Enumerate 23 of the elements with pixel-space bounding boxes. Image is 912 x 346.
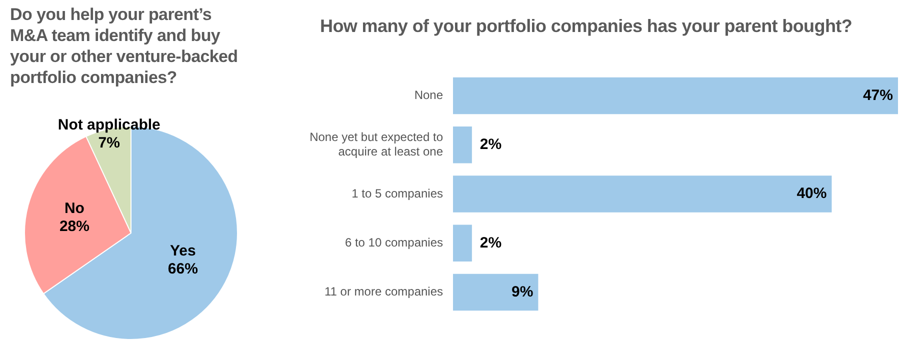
- data-label: 28%: [59, 218, 90, 235]
- bar: [453, 274, 538, 311]
- data-label: 47%: [862, 86, 893, 104]
- slice-label: Not applicable: [58, 116, 160, 134]
- y-tick-label: 11 or more companies: [324, 284, 443, 299]
- slice-label: Yes: [170, 242, 196, 260]
- bar: [453, 224, 472, 262]
- data-label: 7%: [98, 134, 120, 152]
- y-tick-label: 6 to 10 companies: [344, 235, 443, 250]
- bar: [453, 77, 898, 114]
- data-label: 40%: [796, 185, 827, 202]
- y-tick-label: 1 to 5 companies: [352, 186, 443, 200]
- chart-title: Do you help your parent’s M&A team identify and buy your or other venture-backed portfolio companies?: [10, 4, 239, 89]
- bar: [453, 176, 832, 212]
- data-label: 66%: [168, 260, 198, 278]
- data-label: 2%: [480, 136, 502, 154]
- y-tick-label: None: [414, 88, 444, 102]
- bar: [453, 126, 472, 164]
- chart-title: How many of your portfolio companies has your parent bought?: [320, 15, 854, 38]
- data-label: 2%: [480, 234, 502, 252]
- y-tick-label: None yet but expected to acquire at least one: [310, 130, 444, 158]
- slice-label: No: [64, 200, 84, 217]
- data-label: 9%: [512, 283, 534, 300]
